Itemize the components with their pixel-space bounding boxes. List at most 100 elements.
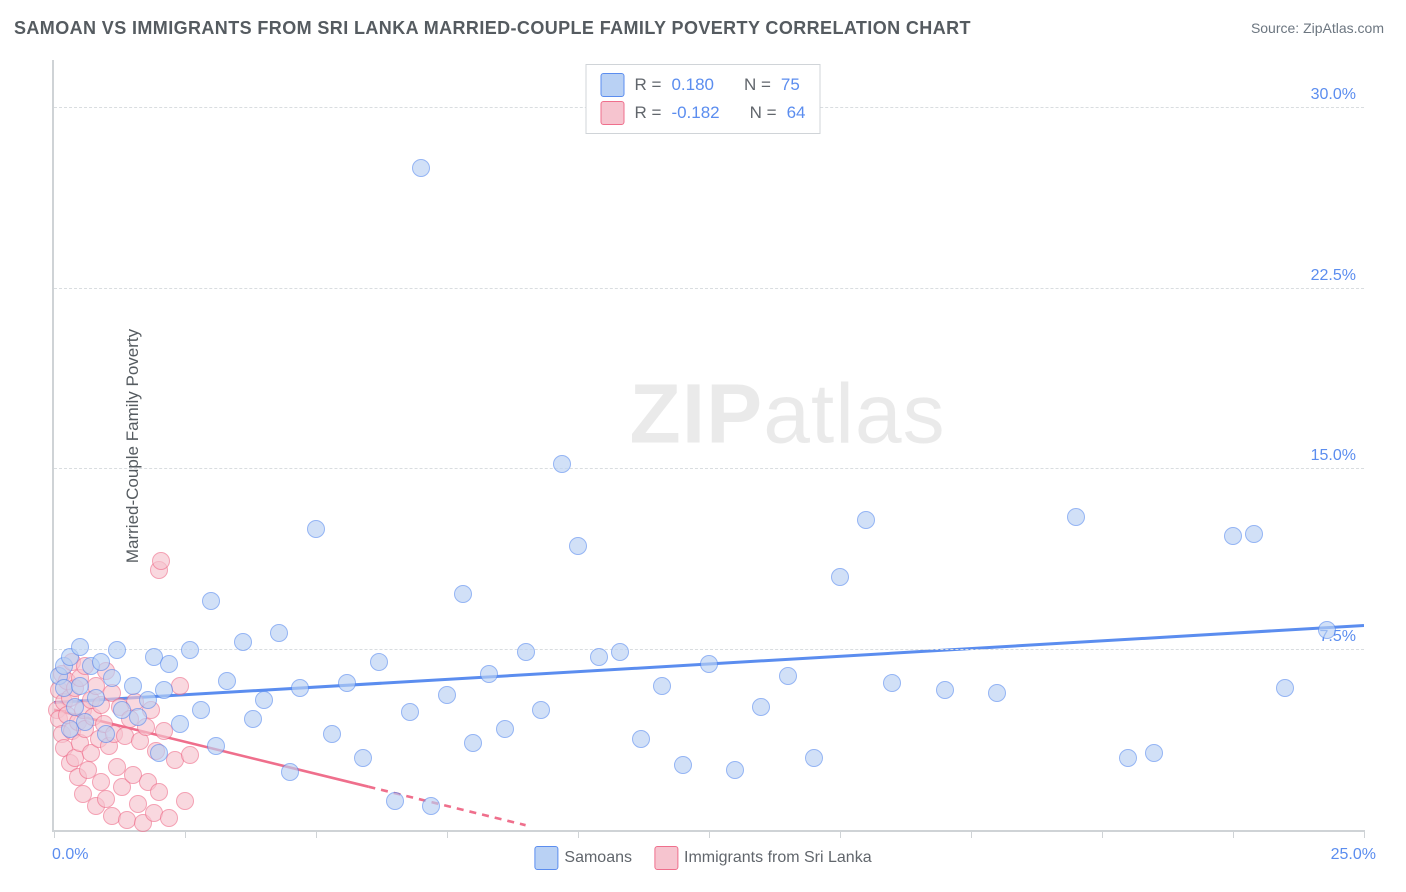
scatter-point: [270, 624, 288, 642]
scatter-point: [171, 677, 189, 695]
scatter-point: [936, 681, 954, 699]
scatter-point: [354, 749, 372, 767]
x-tick: [1102, 830, 1103, 838]
scatter-point: [726, 761, 744, 779]
scatter-point: [700, 655, 718, 673]
legend-r-value-samoans: 0.180: [671, 75, 714, 95]
scatter-point: [207, 737, 225, 755]
scatter-point: [160, 809, 178, 827]
scatter-point: [480, 665, 498, 683]
legend-r-key: R =: [635, 103, 662, 123]
legend-swatch-srilanka: [654, 846, 678, 870]
scatter-point: [569, 537, 587, 555]
y-tick-label: 15.0%: [1311, 447, 1356, 465]
scatter-point: [71, 677, 89, 695]
scatter-point: [291, 679, 309, 697]
scatter-point: [124, 677, 142, 695]
legend-item-samoans: Samoans: [534, 846, 632, 870]
x-tick: [971, 830, 972, 838]
scatter-point: [97, 790, 115, 808]
scatter-point: [831, 568, 849, 586]
scatter-point: [108, 641, 126, 659]
scatter-point: [401, 703, 419, 721]
scatter-point: [805, 749, 823, 767]
x-tick: [447, 830, 448, 838]
scatter-point: [653, 677, 671, 695]
scatter-point: [87, 689, 105, 707]
scatter-point: [152, 552, 170, 570]
scatter-point: [517, 643, 535, 661]
scatter-point: [155, 681, 173, 699]
scatter-point: [1067, 508, 1085, 526]
scatter-point: [386, 792, 404, 810]
scatter-point: [129, 708, 147, 726]
scatter-point: [532, 701, 550, 719]
gridline-h: [54, 649, 1364, 650]
scatter-point: [1276, 679, 1294, 697]
legend-row-srilanka: R = -0.182 N = 64: [601, 99, 806, 127]
x-tick: [1233, 830, 1234, 838]
chart-title: SAMOAN VS IMMIGRANTS FROM SRI LANKA MARR…: [14, 18, 971, 39]
scatter-point: [92, 773, 110, 791]
legend-correlation: R = 0.180 N = 75 R = -0.182 N = 64: [586, 64, 821, 134]
scatter-point: [150, 783, 168, 801]
scatter-point: [422, 797, 440, 815]
legend-item-srilanka: Immigrants from Sri Lanka: [654, 846, 872, 870]
x-tick: [578, 830, 579, 838]
scatter-point: [171, 715, 189, 733]
scatter-point: [553, 455, 571, 473]
scatter-point: [338, 674, 356, 692]
scatter-point: [218, 672, 236, 690]
scatter-point: [1145, 744, 1163, 762]
legend-swatch-srilanka: [601, 101, 625, 125]
legend-row-samoans: R = 0.180 N = 75: [601, 71, 806, 99]
scatter-point: [181, 746, 199, 764]
scatter-point: [1318, 621, 1336, 639]
x-tick: [54, 830, 55, 838]
scatter-point: [988, 684, 1006, 702]
scatter-point: [97, 725, 115, 743]
scatter-point: [202, 592, 220, 610]
x-axis-end-label: 25.0%: [1331, 846, 1376, 864]
source-attribution: Source: ZipAtlas.com: [1251, 20, 1384, 36]
source-prefix: Source:: [1251, 20, 1303, 36]
scatter-point: [1224, 527, 1242, 545]
scatter-point: [464, 734, 482, 752]
scatter-point: [611, 643, 629, 661]
scatter-point: [255, 691, 273, 709]
y-tick-label: 22.5%: [1311, 267, 1356, 285]
scatter-point: [412, 159, 430, 177]
scatter-point: [307, 520, 325, 538]
scatter-point: [234, 633, 252, 651]
legend-series: Samoans Immigrants from Sri Lanka: [534, 846, 871, 870]
gridline-h: [54, 288, 1364, 289]
scatter-point: [857, 511, 875, 529]
scatter-point: [883, 674, 901, 692]
legend-r-value-srilanka: -0.182: [671, 103, 719, 123]
source-link[interactable]: ZipAtlas.com: [1303, 20, 1384, 36]
scatter-point: [590, 648, 608, 666]
x-tick: [709, 830, 710, 838]
scatter-point: [71, 638, 89, 656]
scatter-point: [103, 669, 121, 687]
legend-swatch-samoans: [534, 846, 558, 870]
x-tick: [185, 830, 186, 838]
legend-swatch-samoans: [601, 73, 625, 97]
scatter-point: [496, 720, 514, 738]
x-tick: [316, 830, 317, 838]
scatter-point: [323, 725, 341, 743]
scatter-point: [76, 713, 94, 731]
watermark-heavy: ZIP: [630, 367, 764, 461]
legend-label-samoans: Samoans: [564, 849, 632, 867]
x-axis-start-label: 0.0%: [52, 846, 88, 864]
legend-n-value-srilanka: 64: [787, 103, 806, 123]
y-tick-label: 30.0%: [1311, 86, 1356, 104]
scatter-point: [92, 653, 110, 671]
legend-n-key: N =: [750, 103, 777, 123]
scatter-point: [370, 653, 388, 671]
plot-area: ZIPatlas 7.5%15.0%22.5%30.0%: [52, 60, 1364, 832]
watermark: ZIPatlas: [630, 366, 946, 463]
scatter-point: [181, 641, 199, 659]
scatter-point: [244, 710, 262, 728]
scatter-point: [438, 686, 456, 704]
